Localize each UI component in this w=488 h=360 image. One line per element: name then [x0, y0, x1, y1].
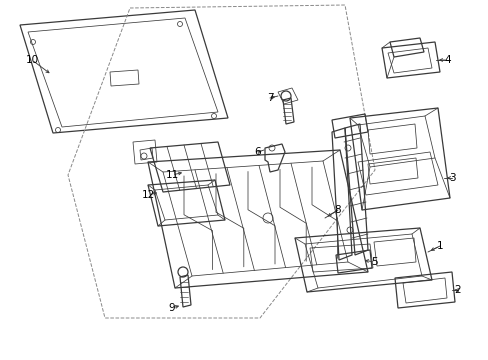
Text: 6: 6	[254, 147, 261, 157]
Text: 8: 8	[334, 205, 341, 215]
Text: 9: 9	[168, 303, 175, 313]
Text: 4: 4	[444, 55, 450, 65]
Text: 7: 7	[266, 93, 273, 103]
Text: 10: 10	[25, 55, 39, 65]
Text: 5: 5	[371, 257, 378, 267]
Text: 1: 1	[436, 241, 443, 251]
Text: 12: 12	[141, 190, 154, 200]
Text: 2: 2	[454, 285, 460, 295]
Text: 11: 11	[165, 170, 178, 180]
Text: 3: 3	[448, 173, 454, 183]
